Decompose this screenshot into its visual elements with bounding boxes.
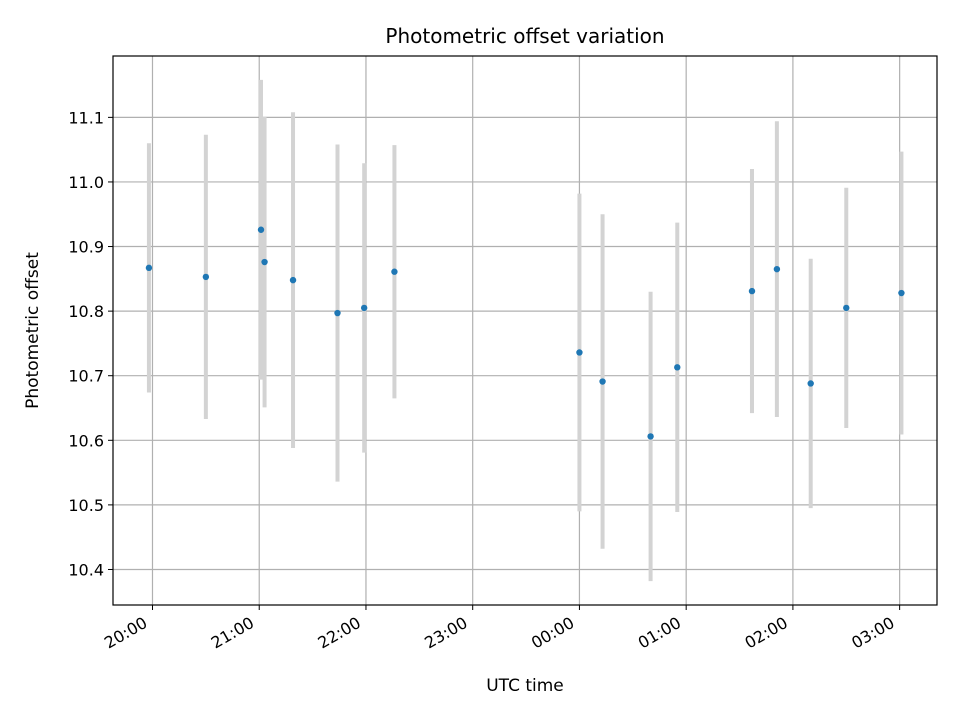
data-point [773, 265, 781, 273]
data-point [748, 287, 756, 295]
data-point [391, 268, 398, 275]
data-point [257, 226, 265, 233]
y-tick-label: 10.5 [68, 496, 104, 515]
y-tick-label: 10.7 [68, 367, 104, 386]
data-point [334, 309, 341, 317]
data-point [360, 304, 368, 312]
data-point [807, 380, 814, 387]
x-axis-label: UTC time [486, 676, 564, 696]
y-tick-label: 11.0 [68, 173, 104, 192]
data-point [576, 349, 583, 356]
data-point [599, 378, 606, 385]
data-point [674, 364, 681, 371]
data-points [145, 226, 905, 440]
y-tick-label: 10.8 [68, 302, 104, 321]
data-point [843, 304, 850, 312]
data-point [898, 289, 905, 297]
y-tick-label: 11.1 [68, 108, 104, 127]
data-point [145, 264, 153, 272]
data-point [202, 273, 210, 281]
y-tick-label: 10.4 [68, 560, 104, 579]
data-point [261, 258, 268, 266]
chart-title: Photometric offset variation [385, 24, 664, 48]
y-axis-label: Photometric offset [23, 252, 43, 409]
data-point [647, 433, 654, 440]
plot-frame [112, 55, 938, 606]
y-tick-label: 10.9 [68, 238, 104, 257]
data-point [289, 276, 297, 284]
y-tick-label: 10.6 [68, 431, 104, 450]
